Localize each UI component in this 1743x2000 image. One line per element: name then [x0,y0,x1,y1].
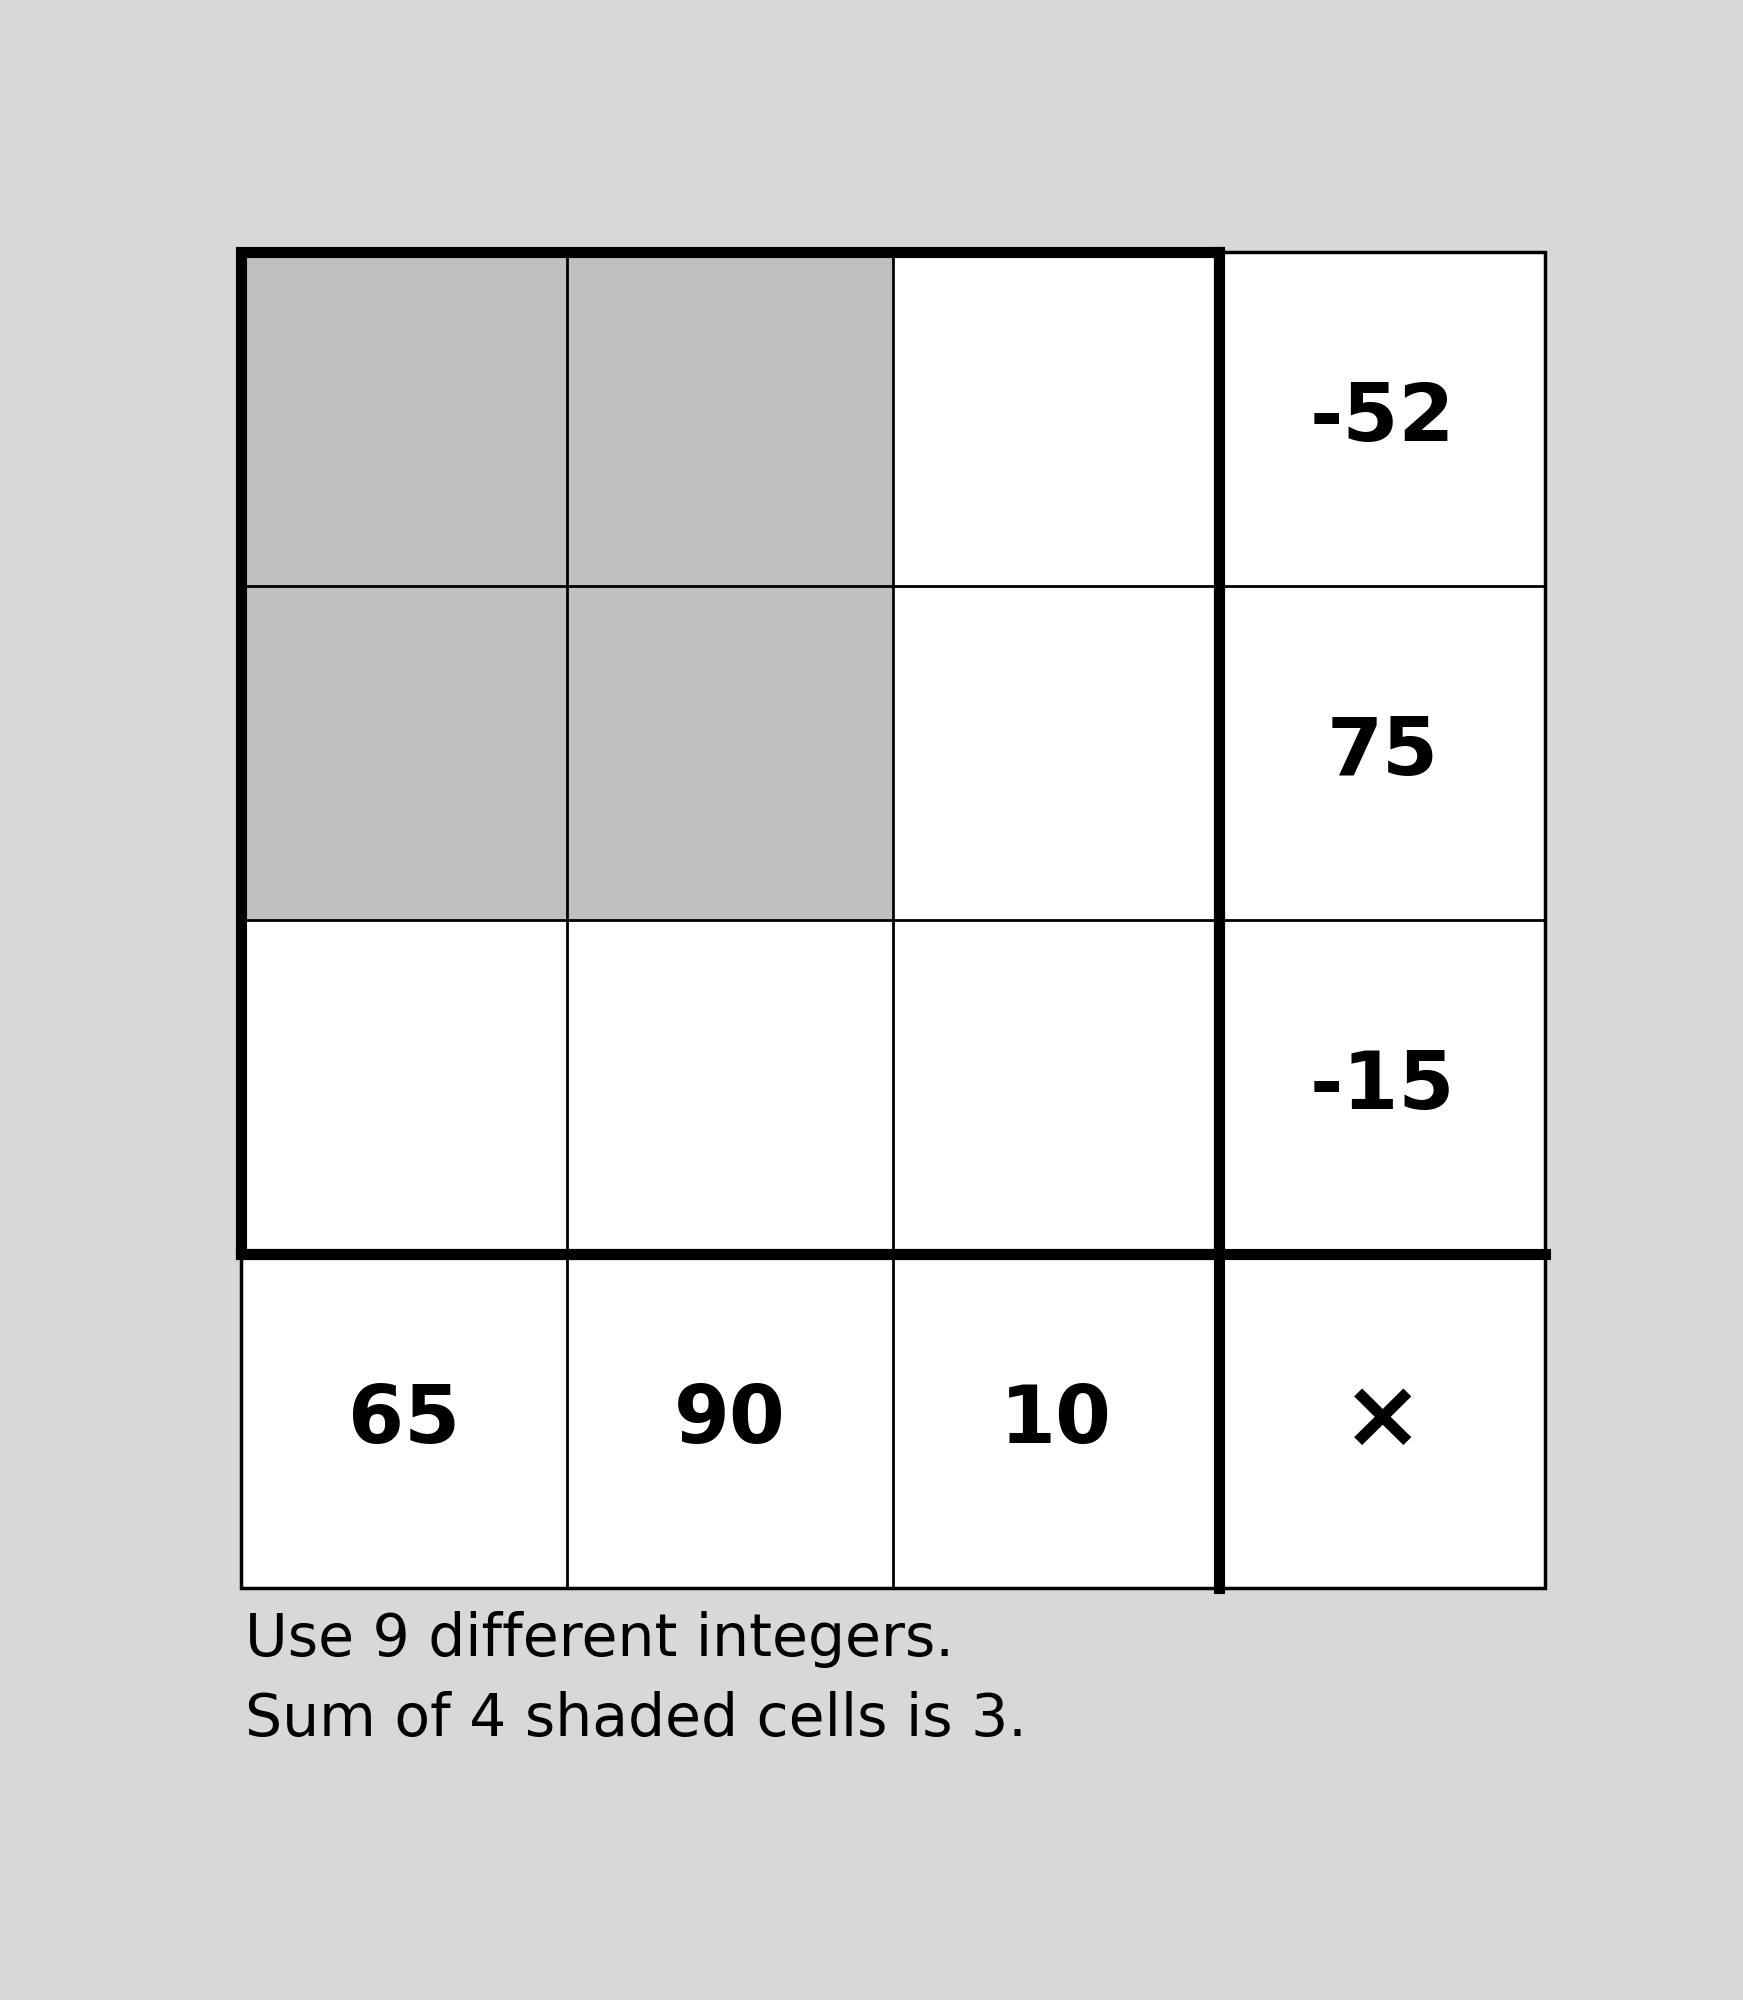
Text: 10: 10 [1000,1382,1112,1460]
Text: Use 9 different integers.: Use 9 different integers. [246,1610,953,1668]
Text: -52: -52 [1309,380,1455,458]
Bar [241,252,566,586]
Bar [892,252,1220,586]
Text: Sum of 4 shaded cells is 3.: Sum of 4 shaded cells is 3. [246,1692,1027,1748]
Bar [566,252,892,586]
Bar [241,1254,566,1588]
Bar [892,920,1220,1254]
Text: 75: 75 [1326,714,1438,792]
Text: 90: 90 [675,1382,786,1460]
Bar [566,586,892,920]
Text: ×: × [1342,1374,1422,1468]
Bar [241,920,566,1254]
Bar [1220,920,1546,1254]
Bar [892,1254,1220,1588]
Bar [566,920,892,1254]
Bar [1220,252,1546,586]
Bar [1220,586,1546,920]
Bar [241,252,1546,1588]
Text: 65: 65 [349,1382,460,1460]
Bar [566,1254,892,1588]
Bar [1220,1254,1546,1588]
Bar [892,586,1220,920]
Bar [241,586,566,920]
Bar [241,252,1220,1254]
Text: -15: -15 [1309,1048,1455,1126]
